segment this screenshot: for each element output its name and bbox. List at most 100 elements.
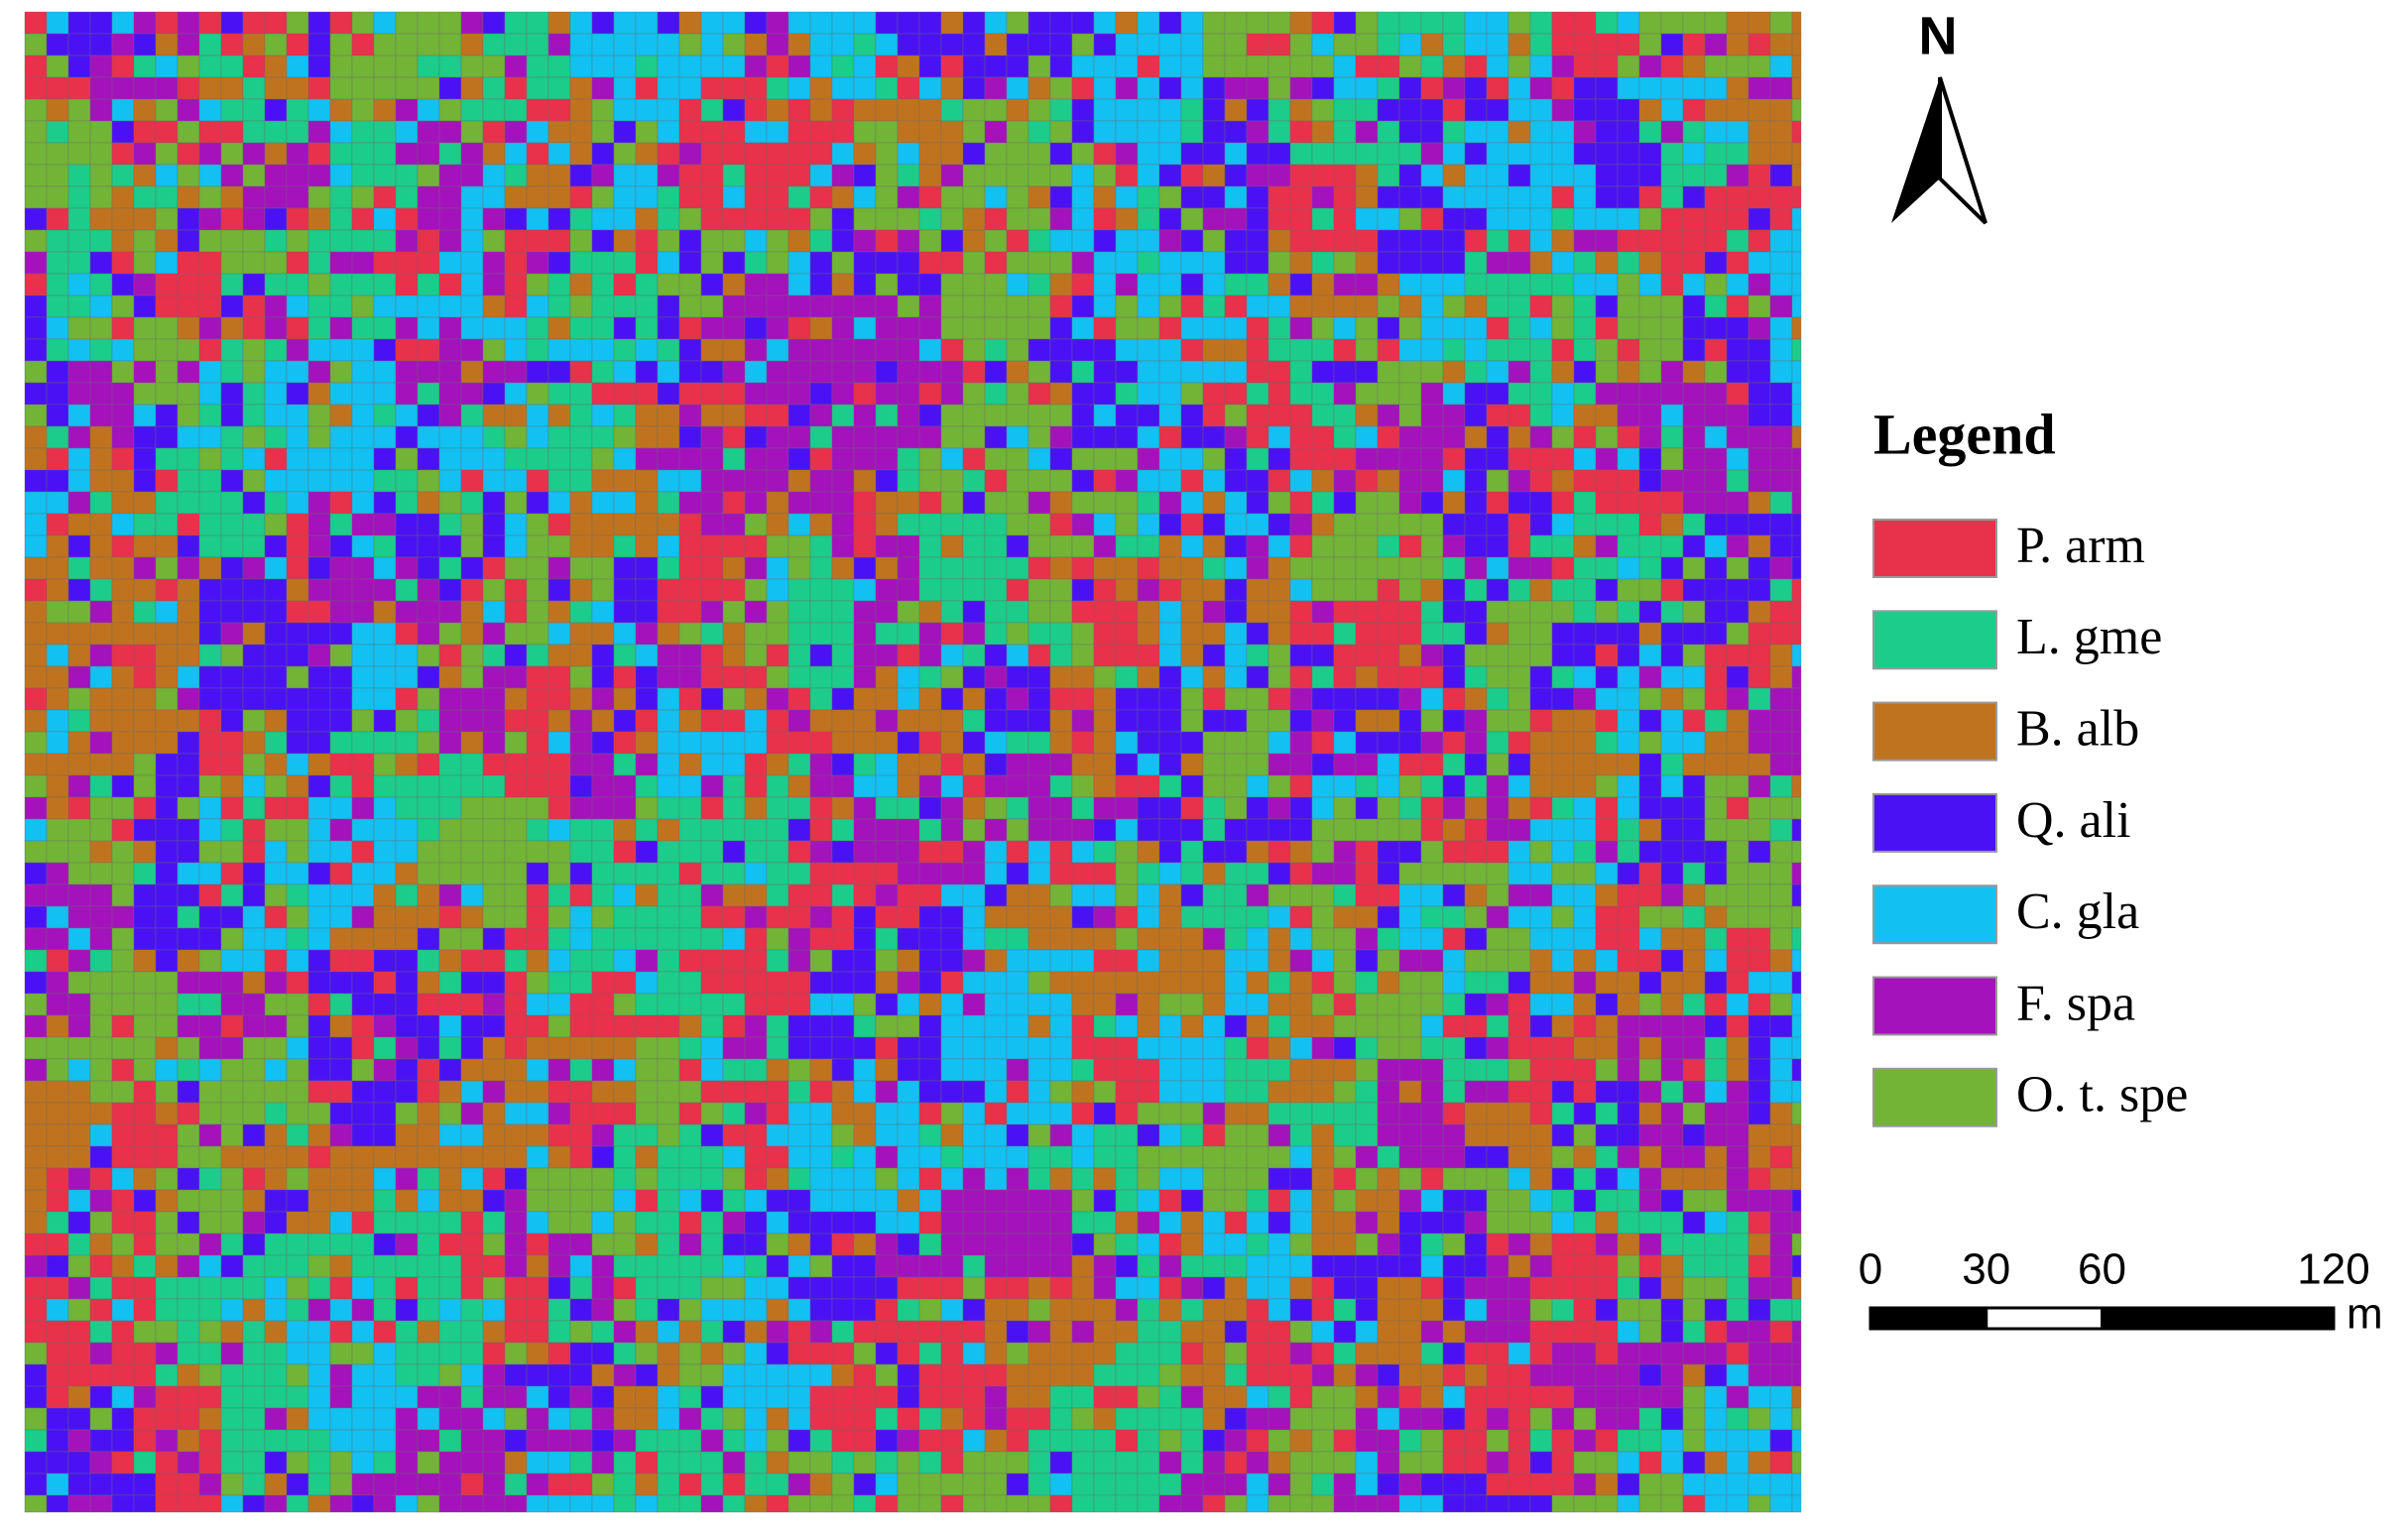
map-cell xyxy=(1573,1014,1597,1038)
map-cell xyxy=(1769,98,1793,122)
map-cell xyxy=(67,1102,91,1125)
map-cell xyxy=(678,644,702,667)
map-cell xyxy=(1464,469,1488,493)
map-cell xyxy=(1551,294,1575,318)
map-cell xyxy=(918,687,942,711)
map-cell xyxy=(591,316,615,340)
map-cell xyxy=(1682,534,1706,558)
map-cell xyxy=(1224,469,1248,493)
map-cell xyxy=(264,905,288,929)
map-cell xyxy=(1486,818,1509,842)
map-cell xyxy=(1377,1189,1400,1213)
map-cell xyxy=(286,1102,309,1125)
map-cell xyxy=(1202,949,1226,973)
map-cell xyxy=(1464,338,1488,362)
map-cell xyxy=(1115,883,1139,907)
map-cell xyxy=(1071,644,1095,667)
map-cell xyxy=(1289,98,1313,122)
map-cell xyxy=(875,644,899,667)
map-cell xyxy=(1464,425,1488,449)
map-cell xyxy=(700,622,724,646)
map-cell xyxy=(24,55,48,78)
map-cell xyxy=(1224,774,1248,798)
map-cell xyxy=(1726,1298,1749,1322)
map-cell xyxy=(1224,513,1248,536)
map-cell xyxy=(155,1080,179,1104)
map-cell xyxy=(787,76,811,100)
map-cell xyxy=(635,76,659,100)
map-cell xyxy=(220,404,244,427)
map-cell xyxy=(1071,185,1095,209)
map-cell xyxy=(1595,993,1619,1016)
map-cell xyxy=(373,185,397,209)
map-cell xyxy=(1791,55,1802,78)
map-cell xyxy=(678,753,702,776)
map-cell xyxy=(984,120,1008,144)
map-cell xyxy=(831,818,855,842)
map-cell xyxy=(1377,1233,1400,1256)
map-cell xyxy=(1246,338,1269,362)
map-cell xyxy=(24,1036,48,1060)
map-cell xyxy=(1507,294,1531,318)
map-cell xyxy=(569,687,593,711)
map-cell xyxy=(373,425,397,449)
map-cell xyxy=(1071,1298,1095,1322)
map-cell xyxy=(1311,1233,1335,1256)
map-cell xyxy=(526,316,549,340)
map-cell xyxy=(460,1080,484,1104)
map-cell xyxy=(1769,1233,1793,1256)
map-cell xyxy=(482,644,506,667)
map-cell xyxy=(1529,1123,1553,1147)
map-cell xyxy=(1682,753,1706,776)
map-cell xyxy=(1180,731,1204,755)
map-cell xyxy=(613,731,637,755)
map-cell xyxy=(1464,753,1488,776)
map-cell xyxy=(1595,971,1619,995)
map-cell xyxy=(504,382,528,406)
map-cell xyxy=(242,731,266,755)
map-cell xyxy=(1769,338,1793,362)
map-cell xyxy=(1377,556,1400,580)
map-cell xyxy=(1311,513,1335,536)
map-cell xyxy=(220,11,244,35)
map-cell xyxy=(351,425,375,449)
map-cell xyxy=(526,338,549,362)
map-cell xyxy=(438,1058,462,1082)
map-cell xyxy=(1464,491,1488,515)
map-cell xyxy=(613,600,637,624)
map-cell xyxy=(46,1036,69,1060)
map-cell xyxy=(460,120,484,144)
map-cell xyxy=(1529,1145,1553,1169)
map-cell xyxy=(1180,1211,1204,1235)
map-cell xyxy=(504,1080,528,1104)
map-cell xyxy=(1377,447,1400,471)
map-cell xyxy=(1311,447,1335,471)
map-cell xyxy=(1726,709,1749,733)
map-cell xyxy=(1377,491,1400,515)
map-cell xyxy=(395,1233,419,1256)
map-cell xyxy=(1202,404,1226,427)
map-cell xyxy=(67,98,91,122)
map-cell xyxy=(1660,316,1684,340)
map-cell xyxy=(1747,1145,1771,1169)
map-cell xyxy=(1726,294,1749,318)
map-cell xyxy=(1726,447,1749,471)
map-cell xyxy=(1726,1189,1749,1213)
map-cell xyxy=(307,731,331,755)
map-cell xyxy=(1027,1014,1051,1038)
map-cell xyxy=(984,905,1008,929)
map-cell xyxy=(307,120,331,144)
map-cell xyxy=(242,1036,266,1060)
map-cell xyxy=(1573,294,1597,318)
map-cell xyxy=(286,1298,309,1322)
map-cell xyxy=(569,76,593,100)
map-cell xyxy=(918,98,942,122)
map-cell xyxy=(89,600,113,624)
map-cell xyxy=(591,251,615,275)
map-cell xyxy=(177,840,200,864)
map-cell xyxy=(1093,1211,1117,1235)
map-cell xyxy=(1682,1211,1706,1235)
map-cell xyxy=(133,120,157,144)
map-cell xyxy=(853,229,877,253)
map-cell xyxy=(1246,753,1269,776)
